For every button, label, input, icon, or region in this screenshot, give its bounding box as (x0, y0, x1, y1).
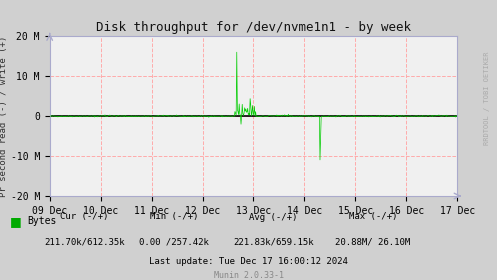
Text: Bytes: Bytes (27, 216, 57, 226)
Text: Last update: Tue Dec 17 16:00:12 2024: Last update: Tue Dec 17 16:00:12 2024 (149, 257, 348, 266)
Text: Munin 2.0.33-1: Munin 2.0.33-1 (214, 271, 283, 280)
Title: Disk throughput for /dev/nvme1n1 - by week: Disk throughput for /dev/nvme1n1 - by we… (96, 21, 411, 34)
Text: Max (-/+): Max (-/+) (348, 213, 397, 221)
Text: 20.88M/ 26.10M: 20.88M/ 26.10M (335, 238, 411, 247)
Text: 221.83k/659.15k: 221.83k/659.15k (233, 238, 314, 247)
Text: 211.70k/612.35k: 211.70k/612.35k (44, 238, 125, 247)
Text: RRDTOOL / TOBI OETIKER: RRDTOOL / TOBI OETIKER (484, 51, 490, 145)
Text: ■: ■ (10, 215, 22, 228)
Text: Cur (-/+): Cur (-/+) (60, 213, 109, 221)
Y-axis label: Pr second read (-) / write (+): Pr second read (-) / write (+) (0, 36, 8, 197)
Text: Min (-/+): Min (-/+) (150, 213, 198, 221)
Text: 0.00 /257.42k: 0.00 /257.42k (139, 238, 209, 247)
Text: Avg (-/+): Avg (-/+) (249, 213, 298, 221)
